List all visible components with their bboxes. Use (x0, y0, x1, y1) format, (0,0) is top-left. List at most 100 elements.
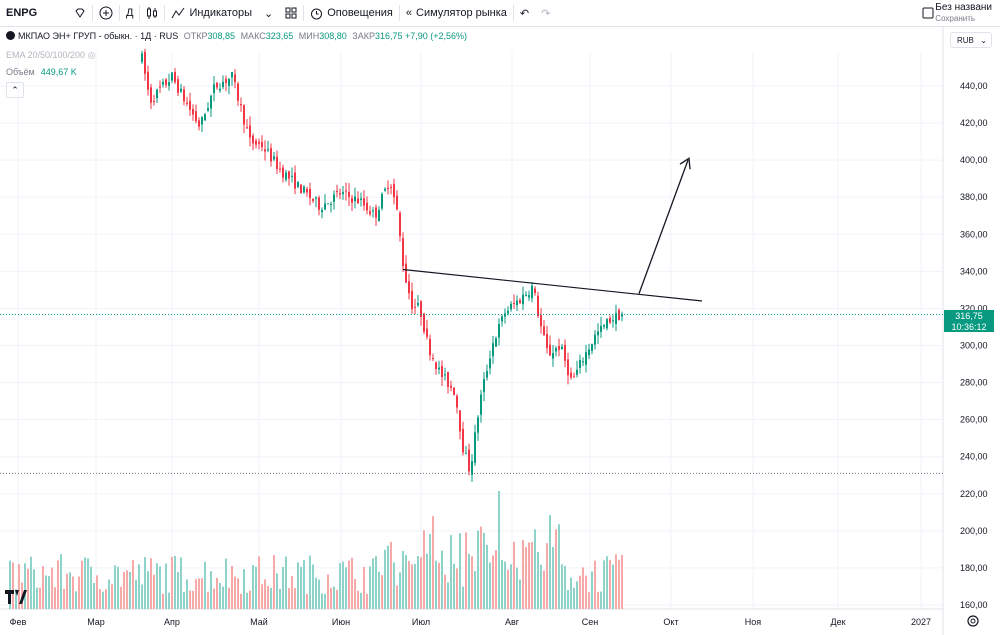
volume-bar (612, 564, 614, 609)
compare-button[interactable] (93, 0, 119, 26)
volume-bar (441, 550, 443, 609)
volume-bar (426, 553, 428, 609)
layouts-button[interactable] (279, 0, 303, 26)
eye-off-icon[interactable]: ◎ (87, 50, 96, 60)
indicators-dropdown[interactable]: ⌄ (258, 0, 279, 26)
volume-bar (393, 562, 395, 609)
candle-body (588, 349, 590, 356)
tradingview-logo-icon[interactable] (5, 590, 27, 609)
volume-bar (504, 561, 506, 609)
volume-bar (12, 562, 14, 609)
indicators-button[interactable]: Индикаторы (165, 0, 258, 26)
interval-button[interactable]: Д (120, 0, 139, 26)
replay-button[interactable]: «Симулятор рынка (400, 0, 513, 26)
time-tick-label: Фев (10, 617, 27, 627)
volume-bar (297, 562, 299, 609)
volume-bar (594, 560, 596, 609)
volume-bar (195, 579, 197, 609)
volume-bar (183, 591, 185, 609)
volume-bar (90, 566, 92, 609)
symbol-search[interactable]: ENPG (0, 0, 68, 26)
volume-bar (51, 567, 53, 609)
candle-body (351, 198, 353, 203)
volume-bar (213, 588, 215, 609)
volume-bar (291, 576, 293, 609)
candle-body (441, 366, 443, 378)
alerts-label: Оповещения (327, 7, 393, 19)
volume-bar (552, 546, 554, 609)
volume-bar (63, 588, 65, 609)
alerts-button[interactable]: Оповещения (304, 0, 399, 26)
candle-body (546, 334, 548, 349)
volume-bar (228, 587, 230, 609)
symbol-badge[interactable] (68, 0, 92, 26)
volume-bar (204, 561, 206, 609)
time-tick-label: Ноя (745, 617, 762, 627)
volume-bar (243, 569, 245, 609)
redo-button[interactable]: ↷ (535, 0, 556, 26)
candle-body (612, 320, 614, 322)
fullscreen-button[interactable] (916, 0, 940, 26)
volume-bar (39, 587, 41, 609)
change-value: +7,90 (+2,56%) (405, 31, 468, 41)
currency-button[interactable]: RUB ⌄ (950, 32, 992, 48)
candle-body (288, 171, 290, 179)
ema-legend[interactable]: EMA 20/50/100/200 ◎ (6, 50, 95, 61)
candle-body (594, 334, 596, 345)
price-tick-label: 440,00 (960, 81, 988, 91)
volume-bar (378, 571, 380, 609)
volume-bar (237, 578, 239, 609)
price-tick-label: 320,00 (960, 303, 988, 313)
candle-body (294, 172, 296, 189)
candle-body (315, 197, 317, 199)
volume-bar (9, 560, 11, 609)
volume-bar (66, 573, 68, 609)
candle-body (357, 198, 359, 204)
volume-bar (480, 526, 482, 609)
candle-body (237, 83, 239, 101)
volume-bar (372, 558, 374, 609)
candle-body (528, 295, 530, 298)
volume-bar (366, 593, 368, 609)
volume-bar (99, 589, 101, 609)
volume-bar (405, 554, 407, 609)
arrow-head (679, 157, 691, 170)
volume-bar (48, 576, 50, 609)
volume-bar (141, 584, 143, 609)
layout-name[interactable]: Без названи Сохранить (935, 2, 992, 24)
trendline (402, 268, 703, 302)
volume-bar (171, 556, 173, 609)
volume-bar (162, 593, 164, 609)
volume-bar (615, 554, 617, 609)
candle-body (234, 74, 236, 82)
candle-body (342, 192, 344, 195)
candle-body (609, 317, 611, 323)
candle-body (621, 314, 623, 317)
candle-body (471, 461, 473, 475)
price-tick-label: 180,00 (960, 563, 988, 573)
time-tick-label: Июл (412, 617, 430, 627)
candle-body (285, 172, 287, 180)
price-tick-label: 280,00 (960, 378, 988, 388)
candle-body (291, 175, 293, 177)
undo-button[interactable]: ↶ (514, 0, 535, 26)
volume-bar (540, 564, 542, 609)
candle-body (165, 79, 167, 86)
collapse-legend-button[interactable]: ⌃ (6, 82, 24, 98)
candle-body (159, 86, 161, 88)
candle-body (378, 209, 380, 222)
volume-bar (363, 566, 365, 609)
price-tick-label: 220,00 (960, 489, 988, 499)
volume-bar (375, 556, 377, 609)
time-axis: Фев Мар Апр Май Июн Июл Авг Сен Окт Ноя Дек 2027 (10, 617, 931, 627)
volume-bar (294, 588, 296, 609)
volume-bar (132, 559, 134, 609)
price-chart[interactable]: 440,00 420,00 400,00 380,00 360,00 340,00 320,… (0, 26, 1000, 635)
candle-body (450, 385, 452, 388)
last-price: 316,75 (955, 311, 983, 321)
candle-body (162, 81, 164, 85)
gear-icon[interactable] (966, 614, 980, 633)
volume-bar (489, 562, 491, 609)
volume-bar (234, 576, 236, 609)
chart-type-button[interactable] (140, 0, 164, 26)
